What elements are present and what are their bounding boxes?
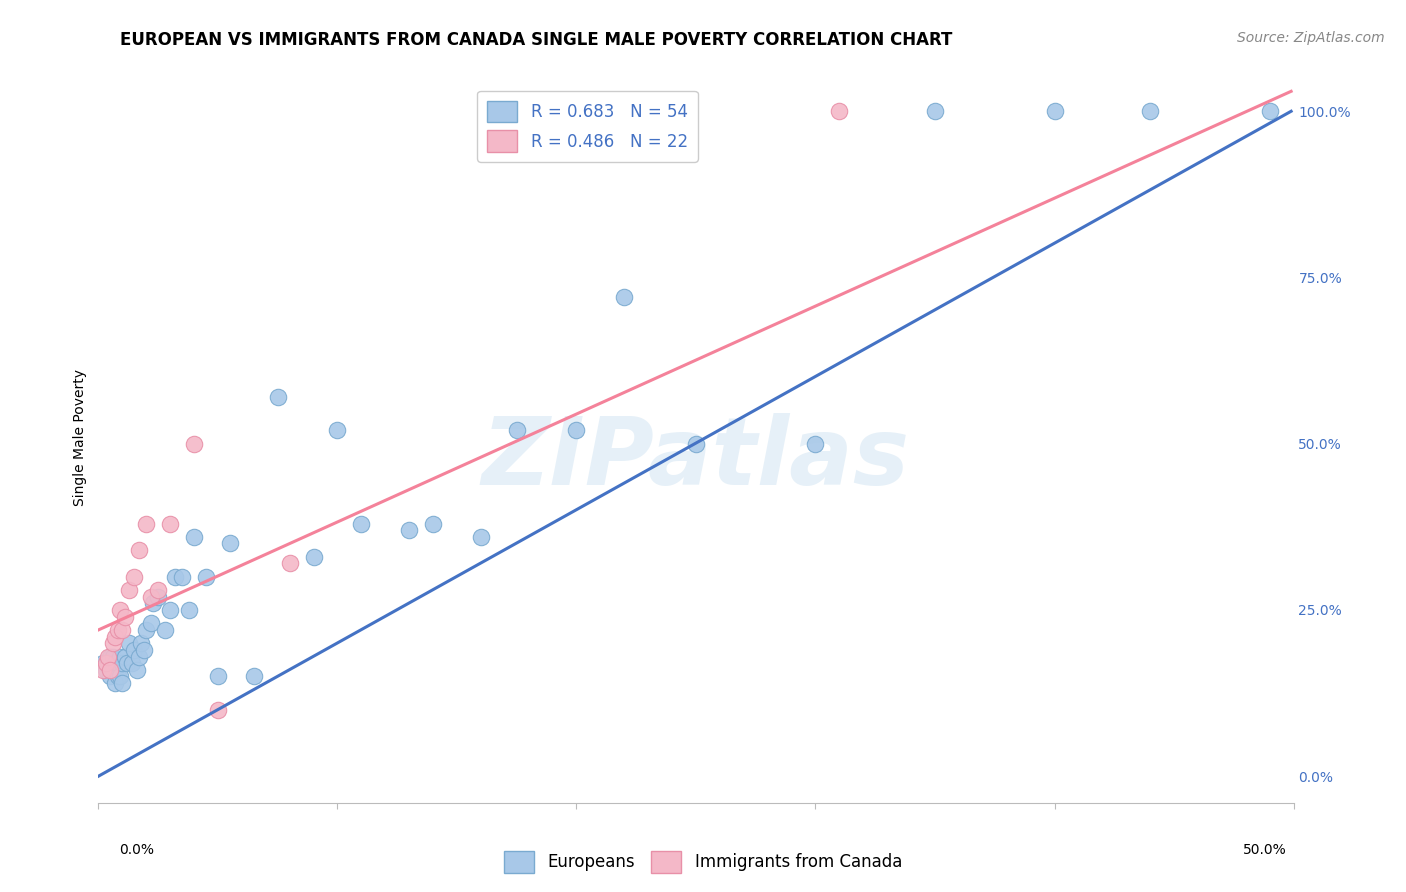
Point xyxy=(613,290,636,304)
Point xyxy=(118,636,141,650)
Point xyxy=(924,104,946,119)
Point xyxy=(207,669,229,683)
Point xyxy=(124,643,146,657)
Y-axis label: Single Male Poverty: Single Male Poverty xyxy=(73,368,87,506)
Point xyxy=(1139,104,1161,119)
Point xyxy=(135,516,157,531)
Text: 0.0%: 0.0% xyxy=(120,843,155,857)
Point xyxy=(94,663,117,677)
Point xyxy=(97,656,120,670)
Point xyxy=(107,623,129,637)
Point xyxy=(422,516,444,531)
Point xyxy=(685,436,707,450)
Point xyxy=(135,623,157,637)
Point xyxy=(1043,104,1066,119)
Text: 50.0%: 50.0% xyxy=(1243,843,1286,857)
Point xyxy=(172,570,194,584)
Point xyxy=(128,543,150,558)
Point xyxy=(108,649,131,664)
Point xyxy=(132,643,155,657)
Point xyxy=(139,590,162,604)
Point xyxy=(183,436,205,450)
Text: Source: ZipAtlas.com: Source: ZipAtlas.com xyxy=(1237,31,1385,45)
Point xyxy=(114,609,136,624)
Point xyxy=(124,570,146,584)
Point xyxy=(101,663,124,677)
Point xyxy=(470,530,492,544)
Point xyxy=(195,570,218,584)
Point xyxy=(107,656,129,670)
Point xyxy=(131,636,153,650)
Point xyxy=(94,656,117,670)
Point xyxy=(111,656,134,670)
Point xyxy=(207,703,229,717)
Point xyxy=(565,424,588,438)
Point xyxy=(97,649,120,664)
Point xyxy=(350,516,373,531)
Point xyxy=(114,649,136,664)
Point xyxy=(828,104,851,119)
Point xyxy=(115,656,138,670)
Point xyxy=(148,590,170,604)
Text: EUROPEAN VS IMMIGRANTS FROM CANADA SINGLE MALE POVERTY CORRELATION CHART: EUROPEAN VS IMMIGRANTS FROM CANADA SINGL… xyxy=(120,31,952,49)
Point xyxy=(98,669,122,683)
Point xyxy=(494,104,516,119)
Point xyxy=(506,424,529,438)
Point xyxy=(243,669,266,683)
Point xyxy=(111,623,134,637)
Point xyxy=(219,536,242,550)
Point xyxy=(804,436,827,450)
Point xyxy=(104,656,127,670)
Point xyxy=(98,649,122,664)
Point xyxy=(104,676,127,690)
Point xyxy=(111,676,134,690)
Text: ZIPatlas: ZIPatlas xyxy=(482,413,910,505)
Point xyxy=(302,549,325,564)
Point xyxy=(267,390,290,404)
Point xyxy=(91,663,114,677)
Point xyxy=(142,596,165,610)
Point xyxy=(104,630,127,644)
Point xyxy=(98,663,122,677)
Point xyxy=(101,636,124,650)
Point xyxy=(128,649,150,664)
Legend: R = 0.683   N = 54, R = 0.486   N = 22: R = 0.683 N = 54, R = 0.486 N = 22 xyxy=(477,91,697,161)
Point xyxy=(155,623,177,637)
Point xyxy=(108,603,131,617)
Point xyxy=(121,656,143,670)
Point xyxy=(118,582,141,597)
Point xyxy=(125,663,148,677)
Legend: Europeans, Immigrants from Canada: Europeans, Immigrants from Canada xyxy=(498,845,908,880)
Point xyxy=(1258,104,1281,119)
Point xyxy=(183,530,205,544)
Point xyxy=(101,649,124,664)
Point xyxy=(139,616,162,631)
Point xyxy=(159,516,181,531)
Point xyxy=(107,669,129,683)
Point xyxy=(163,570,186,584)
Point xyxy=(108,669,131,683)
Point xyxy=(278,557,301,571)
Point xyxy=(326,424,349,438)
Point xyxy=(159,603,181,617)
Point xyxy=(148,582,170,597)
Point xyxy=(91,656,114,670)
Point xyxy=(179,603,201,617)
Point xyxy=(398,523,420,537)
